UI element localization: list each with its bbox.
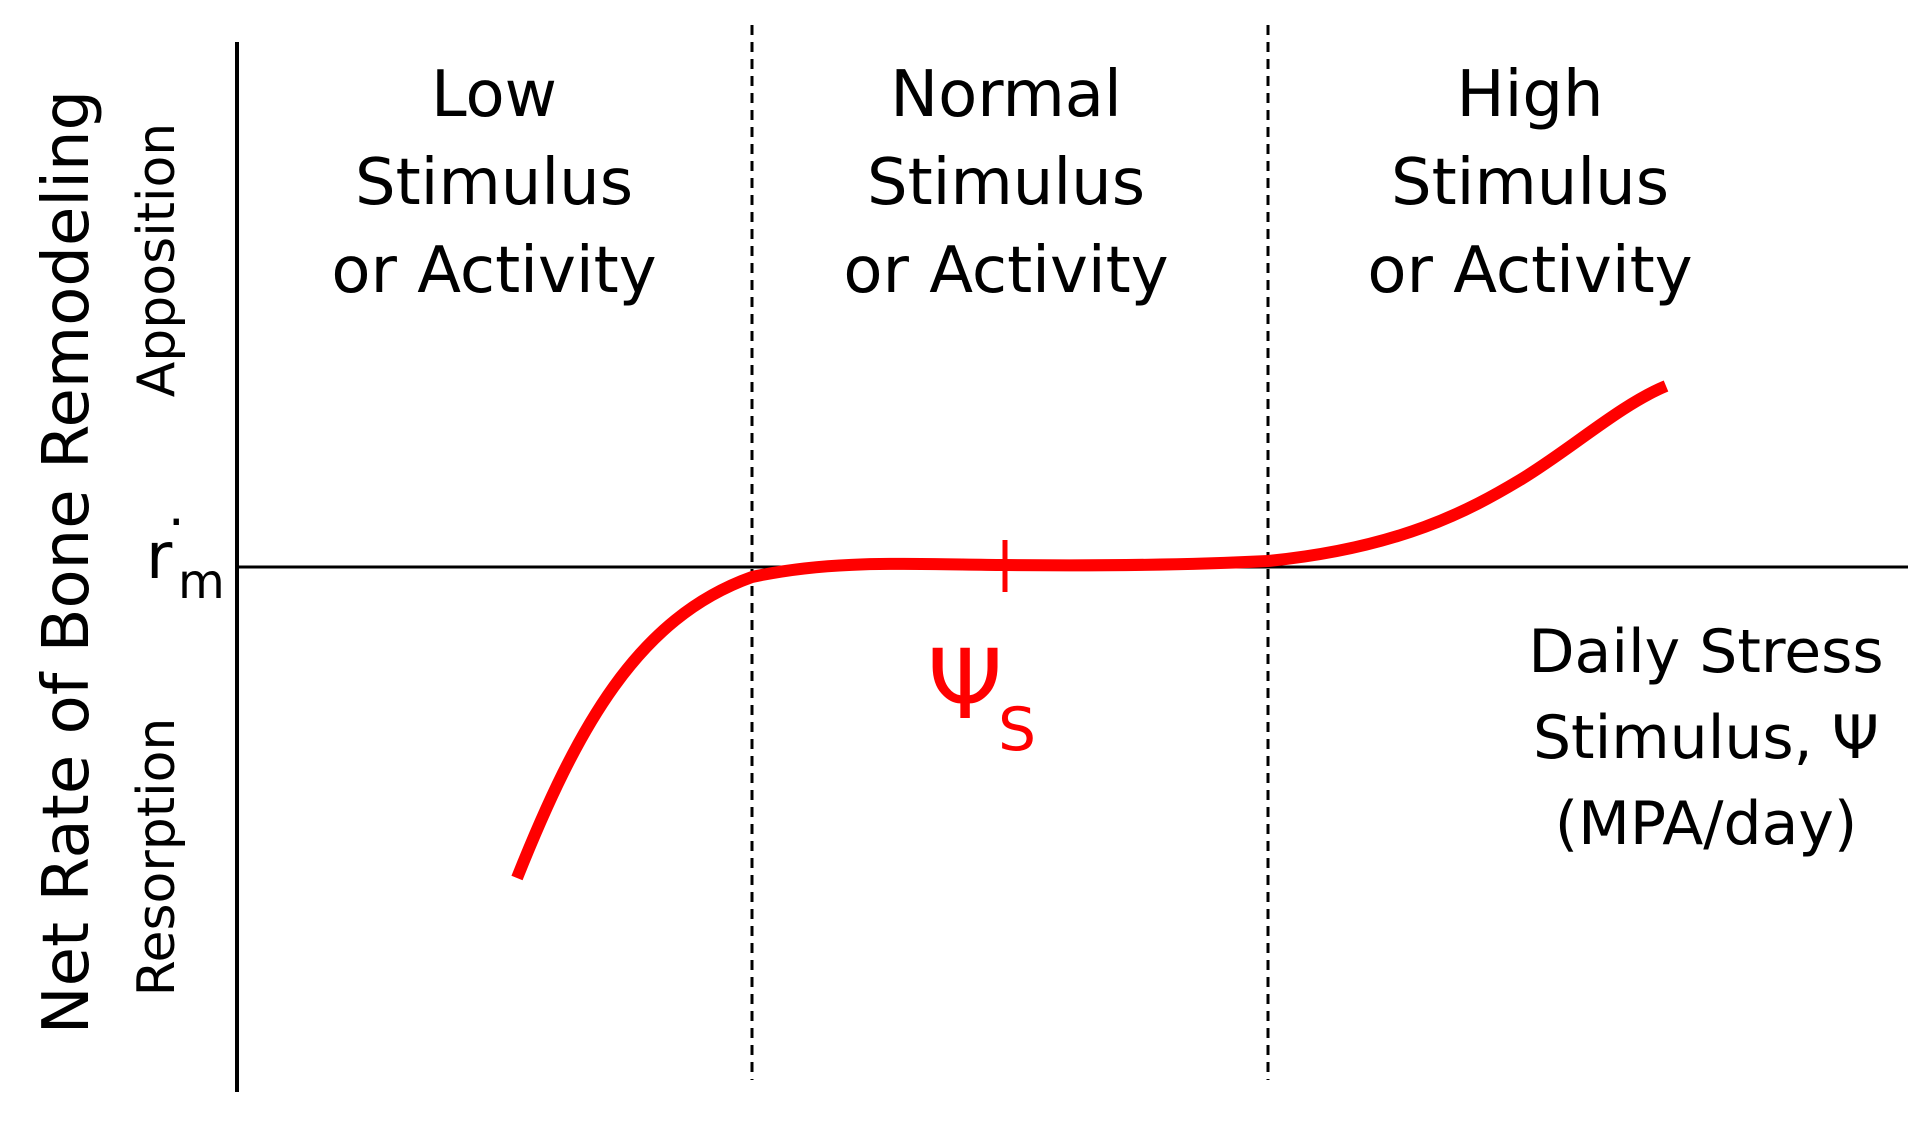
y-axis-apposition-label: Apposition bbox=[127, 123, 187, 398]
y-axis-title: Net Rate of Bone Remodeling bbox=[30, 90, 104, 1034]
x-axis-title-line-1: Daily Stress bbox=[1528, 617, 1883, 687]
setpoint-subscript: S bbox=[998, 695, 1036, 765]
region-label-low: Low Stimulus or Activity bbox=[331, 58, 656, 308]
region-normal-line-1: Normal bbox=[890, 58, 1122, 132]
region-label-normal: Normal Stimulus or Activity bbox=[843, 58, 1168, 308]
region-label-high: High Stimulus or Activity bbox=[1367, 58, 1692, 308]
region-normal-line-3: or Activity bbox=[843, 234, 1168, 308]
x-axis-title-line-2: Stimulus, Ψ bbox=[1533, 703, 1879, 773]
setpoint-symbol: Ψ bbox=[927, 629, 1003, 741]
region-high-line-1: High bbox=[1456, 58, 1603, 132]
baseline-symbol: r bbox=[146, 520, 173, 594]
y-axis-resorption-label: Resorption bbox=[127, 718, 187, 997]
baseline-subscript: m bbox=[178, 554, 225, 610]
region-low-line-1: Low bbox=[431, 58, 557, 132]
region-high-line-3: or Activity bbox=[1367, 234, 1692, 308]
remodeling-curve bbox=[511, 380, 1669, 881]
region-high-line-2: Stimulus bbox=[1391, 146, 1669, 220]
region-low-line-2: Stimulus bbox=[355, 146, 633, 220]
baseline-accent: · bbox=[168, 493, 185, 553]
region-low-line-3: or Activity bbox=[331, 234, 656, 308]
x-axis-title: Daily Stress Stimulus, Ψ (MPA/day) bbox=[1528, 617, 1883, 859]
region-normal-line-2: Stimulus bbox=[867, 146, 1145, 220]
x-axis-title-line-3: (MPA/day) bbox=[1555, 789, 1858, 859]
